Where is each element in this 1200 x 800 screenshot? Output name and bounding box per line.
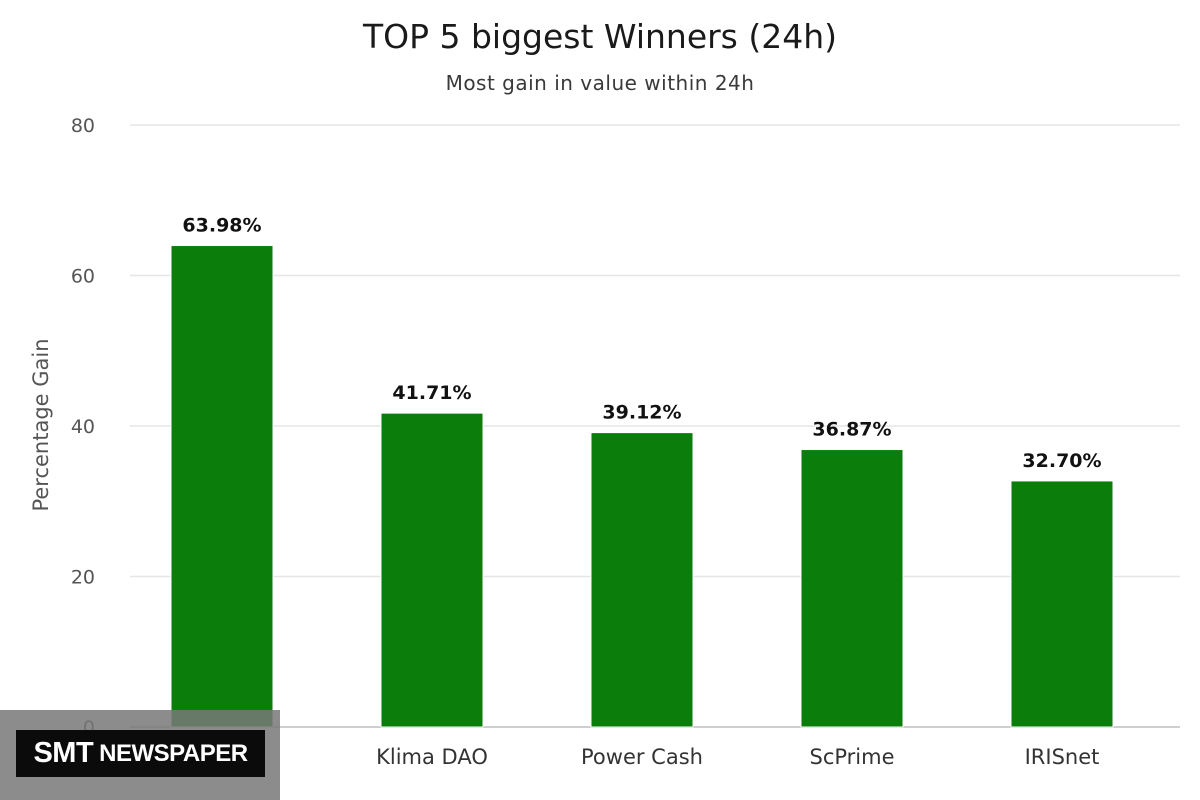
data-label: 41.71% (392, 382, 471, 404)
bar (1010, 480, 1114, 728)
smt-newspaper-logo: SMT NEWSPAPER (16, 730, 265, 777)
chart-title: TOP 5 biggest Winners (24h) (362, 17, 837, 56)
x-category-label: ScPrime (809, 745, 894, 769)
x-category-label: Power Cash (581, 745, 703, 769)
x-category-label: IRISnet (1025, 745, 1100, 769)
y-tick-label: 20 (71, 567, 95, 589)
logo-text-smt: SMT (33, 737, 94, 769)
bar (380, 412, 484, 728)
data-label: 63.98% (182, 215, 261, 237)
bar (170, 245, 274, 728)
y-tick-label: 60 (71, 266, 95, 288)
y-axis-label: Percentage Gain (29, 338, 53, 511)
x-category-label: Klima DAO (376, 745, 488, 769)
data-label: 32.70% (1022, 450, 1101, 472)
watermark-overlay: SMT NEWSPAPER (0, 710, 280, 800)
y-tick-label: 40 (71, 416, 95, 438)
chart-subtitle: Most gain in value within 24h (446, 71, 755, 95)
data-label: 39.12% (602, 402, 681, 424)
bar (800, 449, 904, 728)
data-label: 36.87% (812, 419, 891, 441)
bar (590, 432, 694, 728)
logo-text-newspaper: NEWSPAPER (99, 739, 248, 767)
y-tick-label: 80 (71, 115, 95, 137)
